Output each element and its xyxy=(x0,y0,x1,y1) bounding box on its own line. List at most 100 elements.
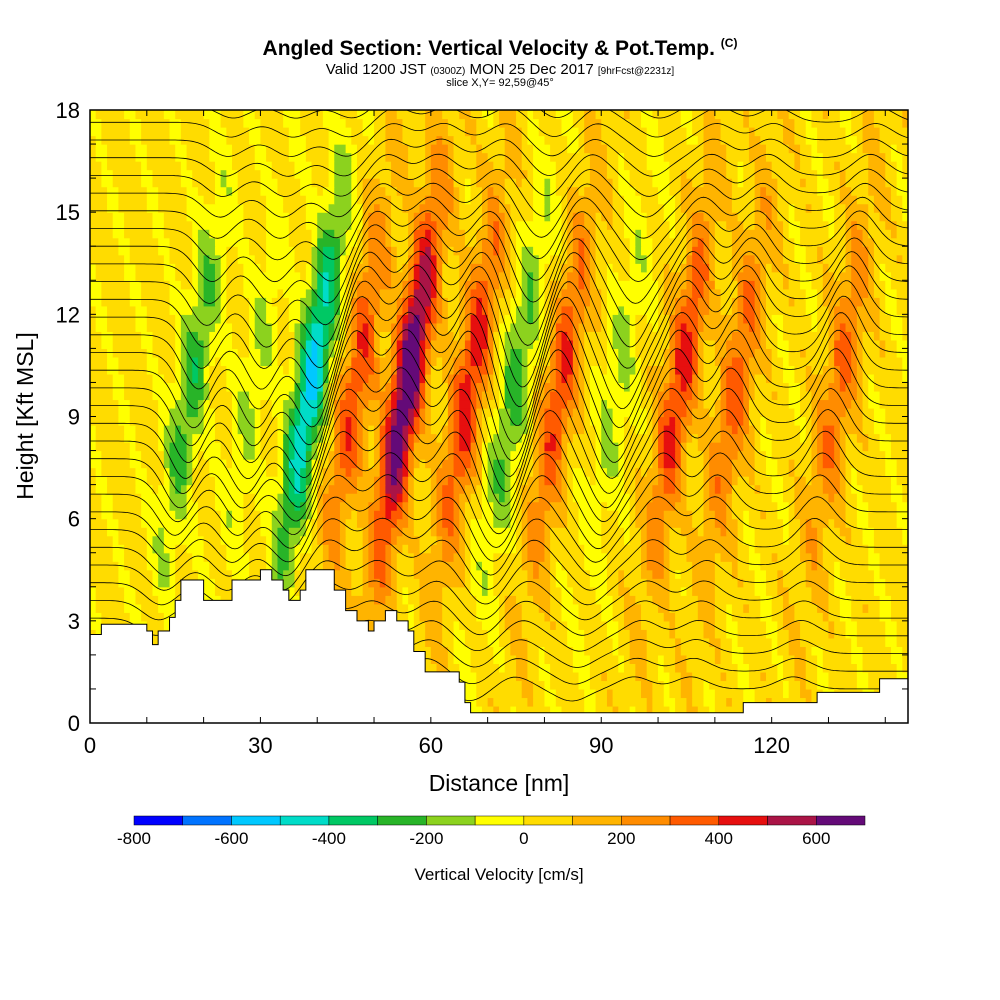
velocity-cell xyxy=(476,595,500,605)
velocity-cell xyxy=(192,484,216,494)
velocity-cell xyxy=(311,331,324,341)
velocity-cell xyxy=(499,110,517,120)
velocity-cell xyxy=(101,288,131,298)
velocity-cell xyxy=(544,459,557,469)
velocity-cell xyxy=(288,305,301,315)
velocity-cell xyxy=(90,220,114,230)
velocity-cell xyxy=(646,518,665,528)
velocity-cell xyxy=(254,314,267,324)
velocity-cell xyxy=(447,416,455,426)
velocity-cell xyxy=(868,373,875,384)
velocity-cell xyxy=(374,348,381,358)
velocity-cell xyxy=(328,450,335,460)
velocity-cell xyxy=(328,356,335,367)
velocity-cell xyxy=(141,450,165,460)
velocity-cell xyxy=(385,416,392,426)
velocity-cell xyxy=(606,152,619,162)
velocity-cell xyxy=(788,390,801,401)
velocity-cell xyxy=(879,612,892,622)
velocity-cell xyxy=(152,331,176,341)
velocity-cell xyxy=(743,382,750,392)
velocity-cell xyxy=(521,612,546,622)
velocity-cell xyxy=(311,314,335,324)
velocity-cell xyxy=(220,280,227,290)
velocity-cell xyxy=(90,612,102,622)
velocity-cell xyxy=(232,144,256,154)
velocity-cell xyxy=(839,195,858,205)
velocity-cell xyxy=(754,425,761,435)
velocity-cell xyxy=(391,373,398,384)
velocity-cell xyxy=(851,484,864,494)
velocity-cell xyxy=(589,271,597,281)
velocity-cell xyxy=(436,263,443,273)
velocity-cell xyxy=(567,510,580,520)
velocity-cell xyxy=(118,578,131,588)
isentrope-line xyxy=(90,430,908,523)
velocity-cell xyxy=(561,331,568,341)
velocity-cell xyxy=(726,220,744,230)
velocity-cell xyxy=(652,680,665,690)
colorbar-tick-label: -800 xyxy=(117,829,151,848)
colorbar-swatch xyxy=(133,815,183,826)
velocity-cell xyxy=(839,271,852,281)
velocity-cell xyxy=(362,212,369,222)
velocity-cell xyxy=(516,263,523,273)
velocity-cell xyxy=(641,561,648,571)
velocity-cell xyxy=(504,654,517,665)
velocity-cell xyxy=(334,144,347,154)
velocity-cell xyxy=(828,339,835,349)
velocity-cell xyxy=(146,535,154,545)
velocity-cell xyxy=(555,356,563,367)
velocity-cell xyxy=(623,161,648,171)
velocity-cell xyxy=(885,220,898,230)
velocity-cell xyxy=(419,586,443,596)
velocity-cell xyxy=(402,595,409,605)
velocity-cell xyxy=(442,552,455,562)
velocity-cell xyxy=(663,263,671,273)
velocity-cell xyxy=(561,467,568,477)
velocity-cell xyxy=(249,314,256,324)
velocity-cell xyxy=(703,399,716,409)
velocity-cell xyxy=(305,476,313,486)
velocity-cell xyxy=(890,280,908,290)
velocity-cell xyxy=(760,484,773,494)
velocity-cell xyxy=(317,339,324,349)
velocity-cell xyxy=(771,595,784,605)
velocity-cell xyxy=(368,229,386,239)
velocity-cell xyxy=(572,348,580,358)
velocity-cell xyxy=(356,416,364,426)
velocity-cell xyxy=(220,305,227,315)
colorbar-swatch xyxy=(182,815,232,826)
velocity-cell xyxy=(686,271,693,281)
velocity-cell xyxy=(669,390,693,401)
velocity-cell xyxy=(572,586,597,596)
velocity-cell xyxy=(612,331,631,341)
velocity-cell xyxy=(896,620,908,630)
velocity-cell xyxy=(362,220,369,230)
velocity-cell xyxy=(550,186,557,196)
velocity-cell xyxy=(413,263,421,273)
velocity-cell xyxy=(226,561,250,571)
velocity-cell xyxy=(362,203,375,213)
velocity-cell xyxy=(760,271,767,281)
velocity-cell xyxy=(862,382,869,392)
velocity-cell xyxy=(334,450,341,460)
velocity-cell xyxy=(834,339,852,349)
velocity-cell xyxy=(499,339,506,349)
velocity-cell xyxy=(680,680,693,690)
velocity-cell xyxy=(521,680,534,690)
velocity-cell xyxy=(277,552,290,562)
velocity-cell xyxy=(356,510,369,520)
velocity-cell xyxy=(856,314,881,324)
velocity-cell xyxy=(839,433,847,443)
velocity-cell xyxy=(737,527,744,537)
velocity-cell xyxy=(822,646,852,656)
velocity-cell xyxy=(288,297,301,307)
velocity-cell xyxy=(652,110,682,120)
velocity-cell xyxy=(533,680,546,690)
velocity-cell xyxy=(413,527,432,537)
velocity-cell xyxy=(805,178,818,188)
velocity-cell xyxy=(90,263,97,273)
velocity-cell xyxy=(175,561,193,571)
velocity-cell xyxy=(271,561,279,571)
